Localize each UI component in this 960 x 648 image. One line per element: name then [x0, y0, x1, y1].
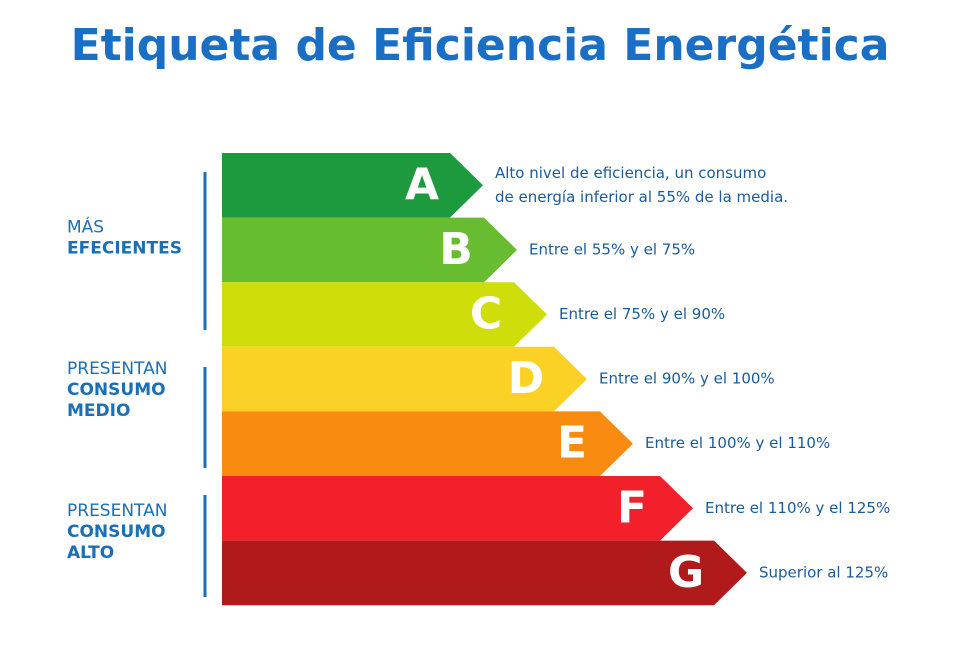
class-letter: F — [617, 482, 647, 533]
group-label: EFECIENTES — [67, 239, 182, 259]
class-letter: C — [470, 289, 502, 340]
group-label: PRESENTAN — [67, 501, 167, 521]
group-label: MÁS — [67, 216, 104, 238]
class-letter: A — [405, 159, 439, 210]
class-letter: E — [557, 418, 587, 469]
group-label: CONSUMO — [67, 522, 166, 542]
class-bar — [222, 540, 747, 606]
class-letter: B — [439, 224, 473, 275]
group-label: MEDIO — [67, 401, 130, 421]
group-label: ALTO — [67, 543, 114, 563]
class-letter: G — [668, 547, 704, 598]
class-bar — [222, 346, 587, 412]
class-bar — [222, 411, 633, 476]
class-description: de energía inferior al 55% de la media. — [495, 188, 788, 206]
class-bar — [222, 282, 547, 347]
class-bar — [222, 153, 483, 218]
class-description: Entre el 110% y el 125% — [705, 499, 890, 517]
class-letter: D — [508, 353, 545, 404]
class-description: Entre el 100% y el 110% — [645, 434, 830, 452]
class-description: Entre el 55% y el 75% — [529, 240, 695, 258]
class-description: Entre el 90% y el 100% — [599, 370, 775, 388]
class-bar — [222, 217, 517, 283]
class-description: Alto nivel de eficiencia, un consumo — [495, 164, 766, 182]
group-label: PRESENTAN — [67, 359, 167, 379]
class-description: Entre el 75% y el 90% — [559, 305, 725, 323]
class-bar — [222, 476, 693, 541]
title: Etiqueta de Eficiencia Energética — [71, 20, 890, 71]
class-description: Superior al 125% — [759, 563, 888, 581]
group-label: CONSUMO — [67, 380, 166, 400]
